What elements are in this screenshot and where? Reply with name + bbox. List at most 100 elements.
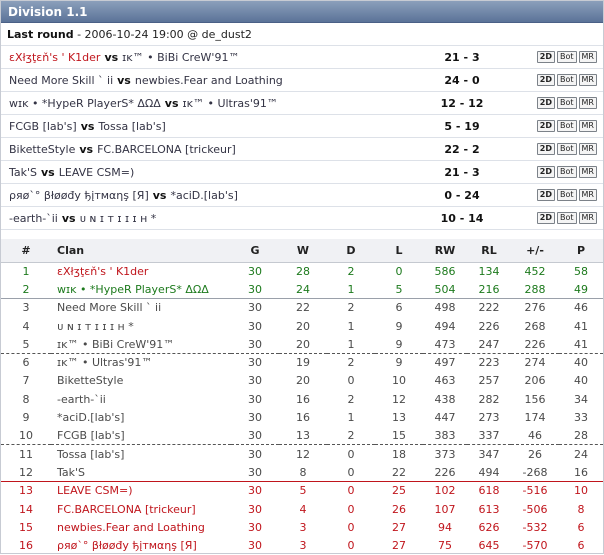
bot-button[interactable]: Bot [557, 166, 577, 178]
demo-2d-button[interactable]: 2D [536, 51, 555, 63]
row-position: 11 [1, 444, 51, 464]
row-clan-name[interactable]: *aciD.[lab's] [57, 411, 125, 425]
mr-button[interactable]: MR [578, 143, 597, 155]
row-wins: 3 [299, 539, 307, 553]
row-clan-name[interactable]: FCGB [lab's] [57, 429, 125, 443]
match-row: wɪᴋ • *HypeR PlayerS* ΔΩΔ vs ɪᴋ™ • Ultras'… [1, 92, 603, 115]
match-row: -earth-`ii vs ᴜ ɴ ɪ ᴛ ɪ ɪ ɪ ʜ * 10 - 14 2D Bo… [1, 207, 603, 230]
row-draws: 0 [327, 444, 375, 464]
team-home[interactable]: Tak'S [9, 165, 38, 179]
row-diff: 206 [524, 374, 546, 388]
mr-button[interactable]: MR [578, 120, 597, 132]
row-rounds-won: 473 [434, 337, 456, 351]
row-clan-name[interactable]: Tossa [lab's] [51, 444, 231, 464]
row-points: 24 [559, 444, 603, 464]
row-position: 16 [19, 539, 33, 553]
row-games: 30 [248, 411, 262, 425]
col-clan: Clan [51, 239, 231, 263]
bot-button[interactable]: Bot [557, 51, 577, 63]
team-home[interactable]: εXłʒţεň's ' K1der [9, 50, 101, 64]
team-away[interactable]: ᴜ ɴ ɪ ᴛ ɪ ɪ ɪ ʜ * [79, 211, 157, 225]
demo-2d-button[interactable]: 2D [536, 120, 555, 132]
row-draws: 1 [347, 282, 355, 296]
team-away[interactable]: FC.BARCELONA [trickeur] [97, 142, 236, 156]
row-clan-name[interactable]: ᴜ ɴ ɪ ᴛ ɪ ɪ ɪ ʜ * [57, 319, 134, 333]
row-clan-name[interactable]: LEAVE CSM=) [51, 481, 231, 500]
row-rounds-won: 107 [434, 502, 456, 516]
row-clan-name[interactable]: Need More Skill ` ii [51, 298, 231, 317]
demo-2d-button[interactable]: 2D [536, 212, 555, 224]
team-home[interactable]: FCGB [lab's] [9, 119, 77, 133]
mr-button[interactable]: MR [578, 166, 597, 178]
mr-button[interactable]: MR [578, 51, 597, 63]
team-away[interactable]: newbies.Fear and Loathing [134, 73, 283, 87]
demo-2d-button[interactable]: 2D [536, 166, 555, 178]
standings-header-row: # Clan G W D L RW RL +/- P [1, 239, 603, 263]
row-clan-name[interactable]: FC.BARCELONA [trickeur] [57, 502, 196, 516]
row-rounds-won: 497 [423, 352, 467, 372]
match-row: εXłʒţεň's ' K1der vs ɪᴋ™ • BiBi CreW'91™ 21… [1, 46, 603, 69]
row-diff: -516 [511, 481, 559, 500]
row-clan-name[interactable]: -earth-`ii [57, 392, 106, 406]
row-position: 9 [22, 411, 30, 425]
row-clan-name[interactable]: newbies.Fear and Loathing [57, 520, 205, 534]
row-rounds-lost: 226 [478, 319, 500, 333]
bot-button[interactable]: Bot [557, 97, 577, 109]
team-home[interactable]: wɪᴋ • *HypeR PlayerS* ΔΩΔ [9, 96, 161, 110]
mr-button[interactable]: MR [578, 212, 597, 224]
bot-button[interactable]: Bot [557, 189, 577, 201]
team-home[interactable]: Need More Skill ` ii [9, 73, 114, 87]
col-rounds-won: RW [423, 239, 467, 263]
team-home[interactable]: ρяø`° βłøøđy ђįтмαηş [Я] [9, 188, 149, 202]
row-rounds-lost: 216 [478, 282, 500, 296]
row-losses: 27 [392, 520, 406, 534]
row-draws: 2 [347, 264, 355, 278]
row-games: 30 [248, 337, 262, 351]
row-rounds-lost: 257 [478, 374, 500, 388]
team-home[interactable]: -earth-`ii [9, 211, 58, 225]
standings-row: 9 *aciD.[lab's] 30 16 1 13 447 273 174 33 [1, 408, 603, 426]
mr-button[interactable]: MR [578, 97, 597, 109]
team-home[interactable]: BiketteStyle [9, 142, 76, 156]
team-away[interactable]: ɪᴋ™ • BiBi CreW'91™ [122, 50, 240, 64]
bot-button[interactable]: Bot [557, 120, 577, 132]
row-losses: 22 [392, 465, 406, 479]
row-draws: 1 [347, 337, 355, 351]
vs-label: vs [117, 73, 131, 87]
standings-row: 13 LEAVE CSM=) 30 5 0 25 102 618 -516 10 [1, 481, 603, 500]
row-points: 34 [574, 392, 588, 406]
mr-button[interactable]: MR [578, 189, 597, 201]
row-clan-name[interactable]: Tak'S [57, 465, 86, 479]
team-away[interactable]: Tossa [lab's] [98, 119, 166, 133]
row-clan-name[interactable]: ρяø`° βłøøđy ђįтмαηş [Я] [57, 539, 197, 553]
demo-2d-button[interactable]: 2D [536, 97, 555, 109]
bot-button[interactable]: Bot [557, 143, 577, 155]
row-clan-name[interactable]: ɪᴋ™ • BiBi CreW'91™ [57, 337, 175, 351]
row-rounds-lost: 247 [478, 337, 500, 351]
match-score: 0 - 24 [444, 188, 480, 202]
last-round-info: - 2006-10-24 19:00 @ de_dust2 [73, 28, 252, 41]
col-draws: D [327, 239, 375, 263]
row-points: 16 [574, 465, 588, 479]
row-clan-name[interactable]: ɪᴋ™ • Ultras'91™ [51, 352, 231, 372]
row-clan-name[interactable]: εXłʒţεň's ' K1der [57, 264, 149, 278]
bot-button[interactable]: Bot [557, 74, 577, 86]
team-away[interactable]: ɪᴋ™ • Ultras'91™ [182, 96, 278, 110]
row-games: 30 [248, 282, 262, 296]
row-clan-name[interactable]: BiketteStyle [57, 374, 124, 388]
team-away[interactable]: *aciD.[lab's] [170, 188, 238, 202]
demo-2d-button[interactable]: 2D [536, 189, 555, 201]
row-diff: 452 [524, 264, 546, 278]
row-games: 30 [248, 264, 262, 278]
demo-2d-button[interactable]: 2D [536, 143, 555, 155]
mr-button[interactable]: MR [578, 74, 597, 86]
demo-2d-button[interactable]: 2D [536, 74, 555, 86]
row-draws: 0 [347, 374, 355, 388]
bot-button[interactable]: Bot [557, 212, 577, 224]
row-position: 1 [22, 264, 30, 278]
row-position: 15 [19, 520, 33, 534]
row-clan-name[interactable]: wɪᴋ • *HypeR PlayerS* ΔΩΔ [57, 282, 209, 296]
team-away[interactable]: LEAVE CSM=) [58, 165, 135, 179]
row-wins: 13 [296, 429, 310, 443]
row-wins: 20 [296, 319, 310, 333]
